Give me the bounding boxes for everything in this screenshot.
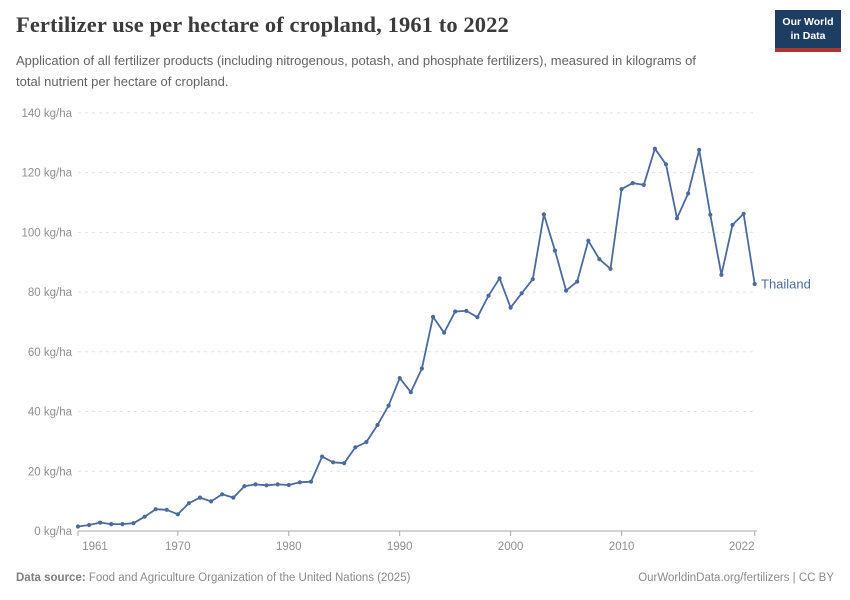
data-point[interactable] <box>697 147 702 152</box>
data-point[interactable] <box>497 276 502 281</box>
data-point[interactable] <box>87 522 92 528</box>
data-point[interactable] <box>308 479 314 484</box>
data-point[interactable] <box>186 501 191 506</box>
data-point[interactable] <box>464 308 469 313</box>
y-tick-label: 100 kg/ha <box>21 227 72 239</box>
data-point[interactable] <box>586 238 591 243</box>
data-point[interactable] <box>419 366 424 371</box>
y-tick-label: 60 kg/ha <box>28 347 73 359</box>
data-point[interactable] <box>320 454 325 459</box>
x-tick-label: 2022 <box>729 541 755 553</box>
y-tick-label: 20 kg/ha <box>28 466 73 478</box>
x-tick-label: 2000 <box>498 541 524 553</box>
chart-subtitle: Application of all fertilizer products (… <box>16 53 696 90</box>
data-source: Data source: Food and Agriculture Organi… <box>16 572 410 584</box>
y-tick-label: 120 kg/ha <box>21 168 72 180</box>
data-point[interactable] <box>552 248 558 253</box>
data-point[interactable] <box>142 514 147 519</box>
data-point[interactable] <box>375 422 380 428</box>
data-point[interactable] <box>752 281 757 287</box>
data-point[interactable] <box>342 461 347 466</box>
x-tick-label: 1970 <box>165 541 191 553</box>
data-point[interactable] <box>519 291 524 296</box>
data-point[interactable] <box>131 521 136 526</box>
data-point[interactable] <box>220 492 225 497</box>
data-point[interactable] <box>741 211 746 216</box>
series-line-thailand <box>77 147 756 528</box>
data-point[interactable] <box>641 182 646 187</box>
data-point[interactable] <box>530 277 535 282</box>
y-tick-label: 0 kg/ha <box>34 526 72 538</box>
data-point[interactable] <box>541 212 547 217</box>
data-point[interactable] <box>475 315 480 320</box>
data-point[interactable] <box>164 507 169 512</box>
data-point[interactable] <box>408 390 413 395</box>
data-point[interactable] <box>730 222 735 227</box>
data-point[interactable] <box>331 460 336 465</box>
data-point[interactable] <box>453 309 458 314</box>
data-point[interactable] <box>153 507 158 512</box>
owid-logo-line1: Our World <box>782 16 834 28</box>
page-title: Fertilizer use per hectare of cropland, … <box>16 12 509 37</box>
data-point[interactable] <box>397 376 402 381</box>
x-tick-label: 2010 <box>609 541 635 553</box>
data-point[interactable] <box>175 512 180 517</box>
data-point[interactable] <box>386 403 391 408</box>
data-point[interactable] <box>486 293 491 298</box>
x-tick-label: 1990 <box>387 541 413 553</box>
y-tick-label: 80 kg/ha <box>28 287 73 299</box>
data-point[interactable] <box>297 480 302 485</box>
data-point[interactable] <box>564 288 569 293</box>
data-point[interactable] <box>575 279 580 284</box>
data-source-text: Food and Agriculture Organization of the… <box>85 572 411 584</box>
data-point[interactable] <box>353 445 358 450</box>
data-point[interactable] <box>686 191 691 196</box>
data-point[interactable] <box>275 482 280 487</box>
data-source-label: Data source: <box>16 572 86 584</box>
data-point[interactable] <box>619 187 624 192</box>
data-point[interactable] <box>364 439 369 445</box>
owid-logo-line2: in Data <box>790 29 826 42</box>
series-label-thailand[interactable]: Thailand <box>761 277 811 292</box>
data-point[interactable] <box>630 181 635 186</box>
data-point[interactable] <box>75 524 81 529</box>
data-point[interactable] <box>442 330 447 335</box>
owid-logo[interactable]: Our World in Data <box>775 10 841 53</box>
data-point[interactable] <box>430 314 436 319</box>
data-point[interactable] <box>231 495 236 500</box>
data-point[interactable] <box>209 499 214 504</box>
data-point[interactable] <box>652 146 658 151</box>
data-point[interactable] <box>608 266 613 271</box>
data-point[interactable] <box>719 272 724 277</box>
data-point[interactable] <box>663 162 669 167</box>
data-point[interactable] <box>264 483 269 488</box>
data-point[interactable] <box>197 495 203 500</box>
data-point[interactable] <box>508 305 513 310</box>
data-point[interactable] <box>674 216 680 221</box>
x-tick-label: 1961 <box>82 541 108 553</box>
chart-footer: Data source: Food and Agriculture Organi… <box>16 572 834 584</box>
data-point[interactable] <box>98 520 103 525</box>
x-tick-label: 1980 <box>276 541 302 553</box>
data-point[interactable] <box>708 212 713 217</box>
data-point[interactable] <box>286 482 291 488</box>
data-point[interactable] <box>253 482 258 487</box>
y-tick-label: 140 kg/ha <box>21 108 72 120</box>
data-point[interactable] <box>242 484 247 489</box>
y-tick-label: 40 kg/ha <box>28 407 73 419</box>
data-point[interactable] <box>120 522 125 527</box>
footer-link[interactable]: OurWorldinData.org/fertilizers | CC BY <box>638 572 834 584</box>
data-point[interactable] <box>109 522 114 527</box>
data-point[interactable] <box>597 257 602 262</box>
